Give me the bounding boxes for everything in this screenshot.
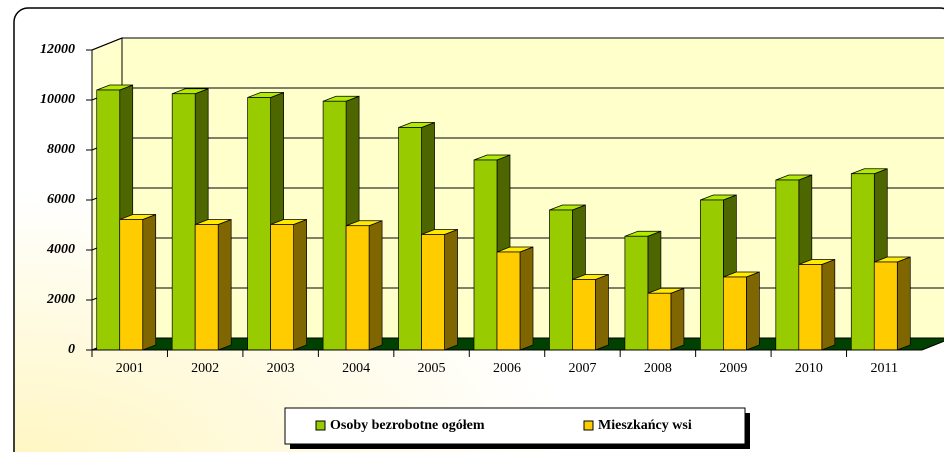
bar-side (519, 246, 534, 351)
y-tick-label: 10000 (40, 92, 75, 107)
bar-side (293, 218, 307, 351)
x-tick-label: 2007 (568, 361, 596, 376)
bar-front (270, 224, 294, 351)
bar-front (496, 251, 521, 351)
bar (496, 246, 534, 351)
bar-front (96, 89, 121, 351)
bar-side (217, 218, 232, 351)
bar-side (670, 287, 685, 351)
bar-front (194, 224, 219, 351)
bar-front (775, 179, 800, 351)
bar-front (798, 264, 823, 351)
bar-front (322, 100, 347, 351)
y-tick-label: 8000 (47, 142, 75, 157)
legend-box (284, 407, 746, 445)
grid-line (91, 37, 123, 51)
bar-front (398, 127, 422, 351)
bar-front (119, 219, 144, 351)
bar-front (473, 159, 498, 351)
bar-side (896, 256, 911, 351)
x-tick-label: 2003 (267, 361, 295, 376)
bar (873, 256, 911, 351)
legend-label: Mieszkańcy wsi (598, 418, 692, 433)
x-tick-label: 2011 (871, 361, 898, 376)
bar-front (171, 93, 196, 351)
bar-side (142, 213, 157, 351)
bar-front (873, 261, 898, 351)
legend-swatch (583, 420, 594, 431)
bar (798, 258, 836, 351)
legend-swatch (315, 420, 326, 431)
bar-front (700, 199, 724, 351)
bar (345, 220, 383, 351)
x-tick-label: 2001 (116, 361, 144, 376)
bar (647, 287, 685, 351)
x-tick-label: 2002 (191, 361, 219, 376)
bar-front (723, 276, 747, 351)
bar (421, 228, 458, 351)
bar-front (572, 279, 596, 351)
x-tick-label: 2005 (418, 361, 446, 376)
bar (194, 218, 232, 351)
bar-front (850, 173, 875, 351)
bar-side (368, 220, 383, 351)
y-tick-label: 12000 (40, 42, 75, 57)
bar-front (421, 234, 445, 351)
legend: Osoby bezrobotne ogółem Mieszkańcy wsi (284, 407, 750, 449)
legend-label: Osoby bezrobotne ogółem (330, 418, 485, 433)
y-tick-label: 4000 (46, 242, 75, 257)
y-tick-label: 6000 (47, 192, 75, 207)
bar (270, 218, 307, 351)
x-tick-label: 2010 (795, 361, 823, 376)
bar-front (247, 97, 271, 351)
bar-front (647, 292, 672, 351)
bar (572, 273, 609, 351)
bar-side (595, 273, 609, 351)
bar (119, 213, 157, 351)
bar-front (345, 225, 370, 351)
x-tick-label: 2009 (719, 361, 747, 376)
bar-side (444, 228, 458, 351)
bar-front (549, 209, 573, 351)
bar-side (746, 271, 760, 351)
x-tick-label: 2006 (493, 361, 521, 376)
bar-front (624, 235, 649, 351)
x-tick-label: 2008 (644, 361, 672, 376)
bar (247, 91, 284, 351)
bar (723, 271, 760, 351)
bar-side (821, 258, 836, 351)
x-tick-label: 2004 (342, 361, 370, 376)
y-tick-label: 0 (68, 342, 75, 357)
y-tick-label: 2000 (46, 292, 75, 307)
